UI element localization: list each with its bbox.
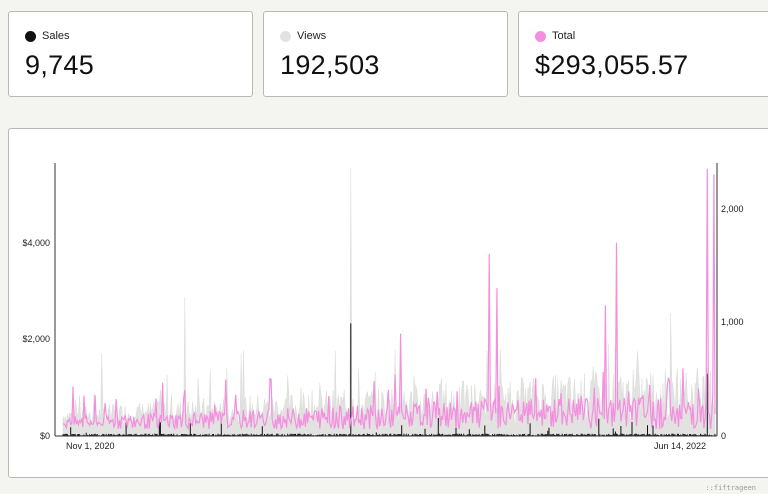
total-label: Total <box>552 30 576 42</box>
timeseries-chart[interactable]: $0 $2,000 $4,000 0 1,000 2,000 Nov 1, 20… <box>9 129 768 479</box>
watermark: ::fiftrageen <box>705 484 756 492</box>
views-area <box>62 167 716 437</box>
views-series <box>62 167 716 437</box>
sales-value: 9,745 <box>25 50 95 80</box>
left-tick-2000: $2,000 <box>22 334 50 344</box>
right-tick-0: 0 <box>721 431 726 441</box>
sales-legend: Sales <box>25 30 70 42</box>
views-legend: Views <box>280 30 326 42</box>
sales-label: Sales <box>42 30 70 42</box>
sales-dot-icon <box>25 30 36 42</box>
views-dot-icon <box>280 30 291 42</box>
total-stat-card: Total $293,055.57 <box>518 11 768 97</box>
views-stat-card: Views 192,503 <box>263 11 508 97</box>
x-end-label: Jun 14, 2022 <box>654 441 706 451</box>
total-line <box>63 168 716 431</box>
right-tick-1000: 1,000 <box>721 317 744 327</box>
total-dot-icon <box>535 30 546 42</box>
sales-stat-card: Sales 9,745 <box>8 11 253 97</box>
views-value: 192,503 <box>280 50 380 80</box>
x-start-label: Nov 1, 2020 <box>66 441 115 451</box>
total-series <box>63 168 716 431</box>
views-label: Views <box>297 30 327 42</box>
left-tick-0: $0 <box>40 431 50 441</box>
chart-card: $0 $2,000 $4,000 0 1,000 2,000 Nov 1, 20… <box>8 128 768 478</box>
left-tick-4000: $4,000 <box>22 238 50 248</box>
total-legend: Total <box>535 30 575 42</box>
total-value: $293,055.57 <box>535 50 689 80</box>
right-tick-2000: 2,000 <box>721 204 744 214</box>
